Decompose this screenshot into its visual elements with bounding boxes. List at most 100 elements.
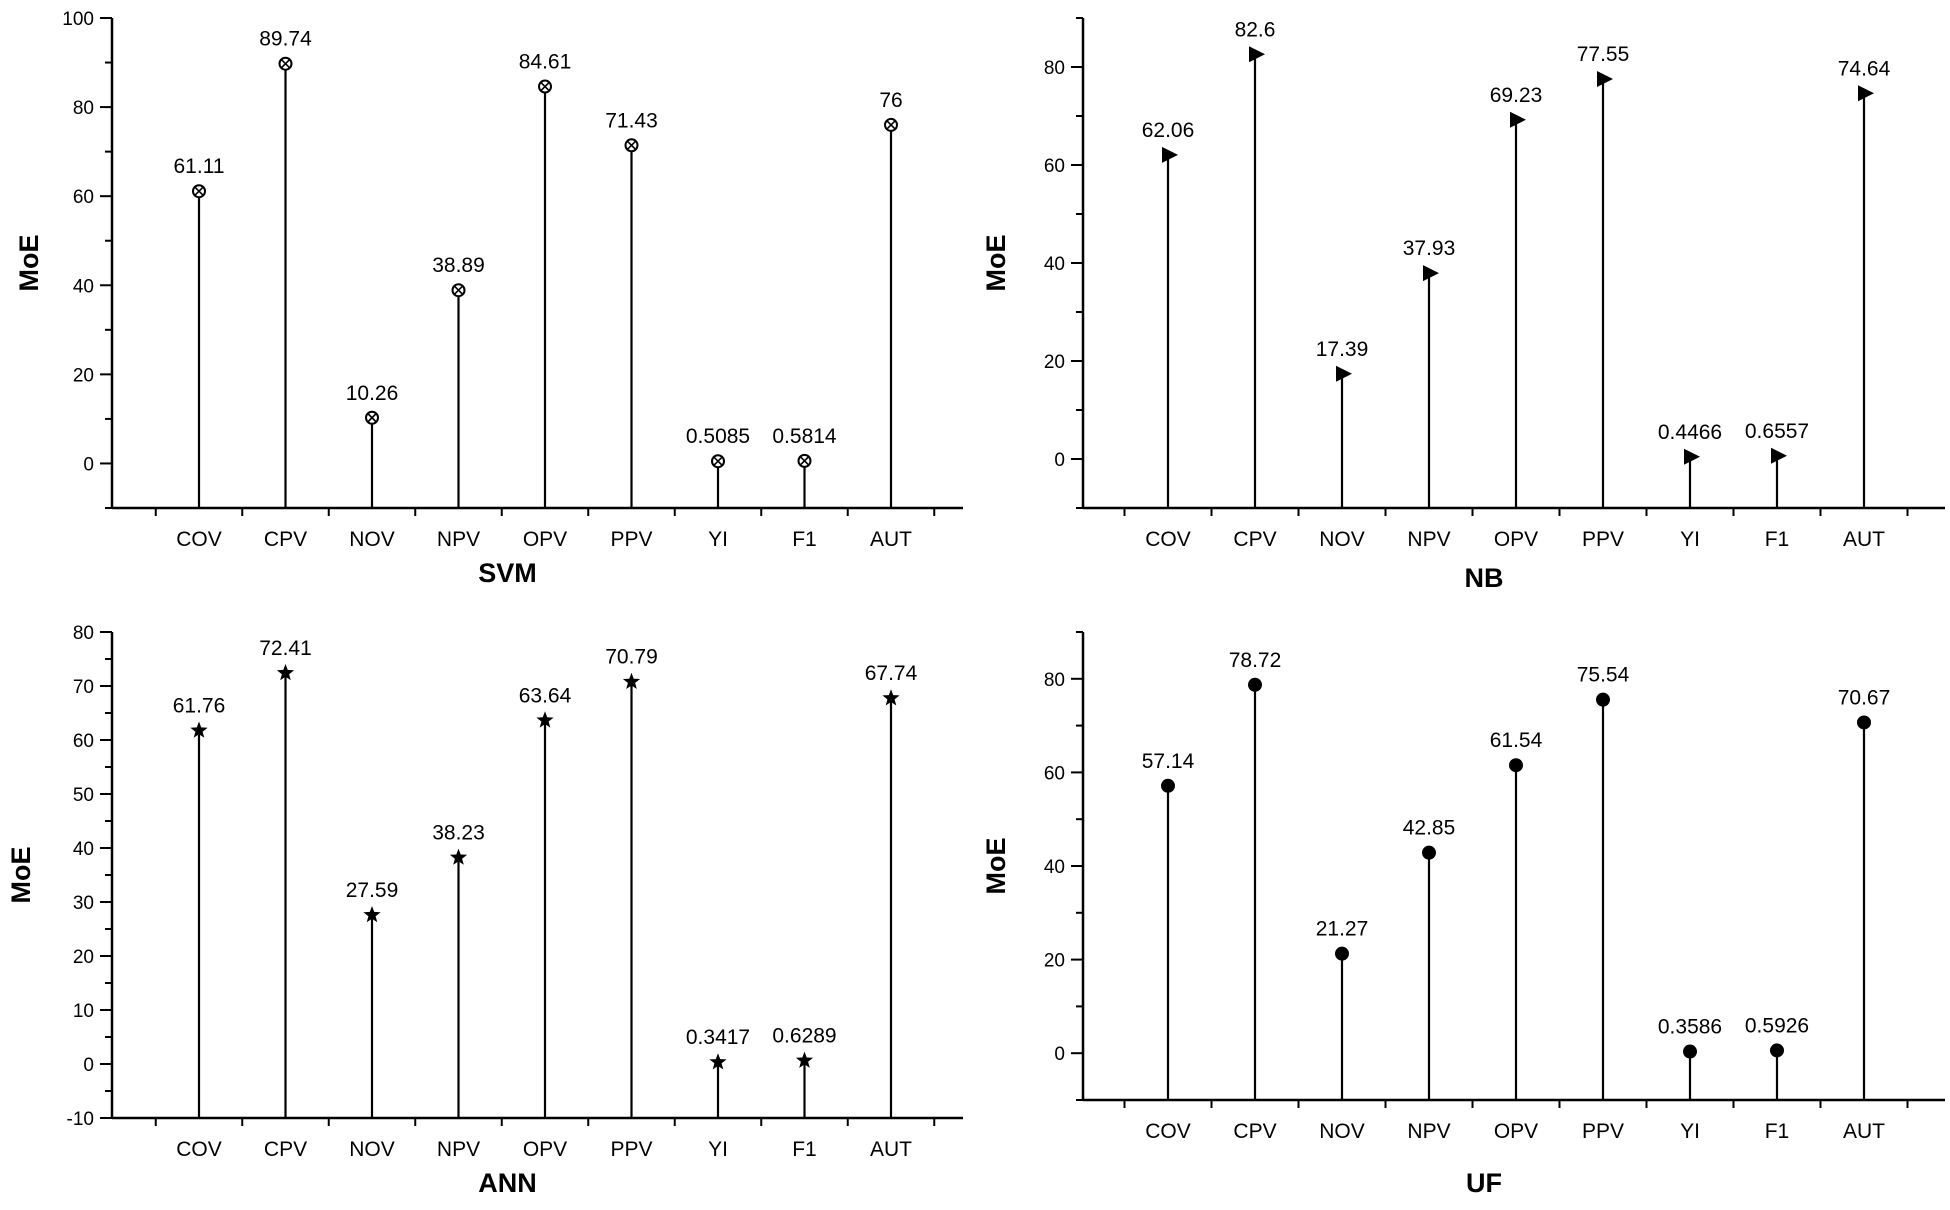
category-label-yi: YI (708, 1138, 728, 1161)
data-label-cov: 62.06 (1142, 119, 1195, 142)
marker-f1 (797, 453, 812, 468)
marker-cov (1161, 778, 1175, 793)
y-tick-label: 80 (73, 98, 94, 119)
marker-cov (1162, 146, 1178, 163)
data-label-ppv: 75.54 (1577, 664, 1630, 687)
y-tick-label: 0 (1054, 450, 1065, 471)
y-tick-label: 60 (1044, 763, 1065, 784)
data-label-yi: 0.4466 (1658, 421, 1722, 444)
marker-ppv (624, 138, 639, 153)
marker-npv (451, 283, 466, 298)
category-label-cov: COV (1145, 528, 1191, 551)
category-label-npv: NPV (437, 1138, 480, 1161)
category-label-opv: OPV (523, 1138, 567, 1161)
marker-npv (1422, 845, 1436, 860)
category-label-f1: F1 (1765, 528, 1790, 551)
y-axis-title: MoE (981, 838, 1011, 895)
marker-ppv (1597, 71, 1613, 88)
data-label-cpv: 89.74 (259, 28, 312, 51)
y-tick-label: 60 (73, 731, 94, 752)
marker-nov (1336, 365, 1352, 382)
marker-cov (192, 184, 206, 199)
category-label-yi: YI (708, 528, 728, 551)
marker-npv (449, 848, 468, 865)
data-label-yi: 0.3586 (1658, 1016, 1722, 1039)
category-label-opv: OPV (1494, 1120, 1538, 1143)
marker-f1 (1771, 447, 1787, 464)
data-label-aut: 70.67 (1838, 686, 1891, 709)
data-label-cpv: 78.72 (1229, 649, 1282, 672)
category-label-ppv: PPV (1582, 528, 1624, 551)
data-label-npv: 37.93 (1403, 237, 1456, 260)
category-label-cov: COV (176, 528, 222, 551)
data-label-opv: 63.64 (519, 684, 572, 707)
category-label-aut: AUT (1843, 1120, 1885, 1143)
category-label-nov: NOV (1319, 528, 1365, 551)
y-tick-label: 0 (1054, 1044, 1065, 1065)
data-label-f1: 0.6557 (1745, 420, 1809, 443)
data-label-cov: 61.76 (173, 694, 226, 717)
panel-title: SVM (478, 558, 537, 588)
category-label-npv: NPV (1407, 1120, 1450, 1143)
category-label-aut: AUT (870, 528, 912, 551)
data-label-nov: 21.27 (1316, 918, 1369, 941)
data-label-nov: 27.59 (346, 879, 399, 902)
marker-yi (711, 454, 725, 469)
y-tick-label: 10 (73, 1001, 94, 1022)
marker-cpv (276, 664, 295, 681)
chart-panel-uf: 0 20 40 60 80 57.14 COV 78.72 CPV 21.27 NOV 42.85 NP… (981, 631, 1945, 1198)
data-label-opv: 61.54 (1490, 729, 1543, 752)
y-axis-title: MoE (6, 847, 36, 904)
category-label-ppv: PPV (610, 528, 652, 551)
category-label-nov: NOV (1319, 1120, 1365, 1143)
category-label-f1: F1 (792, 1138, 817, 1161)
y-tick-label: 0 (83, 454, 94, 475)
category-label-cpv: CPV (1233, 1120, 1276, 1143)
category-label-aut: AUT (1843, 528, 1885, 551)
category-label-yi: YI (1680, 1120, 1700, 1143)
y-tick-label: 30 (73, 893, 94, 914)
data-label-ppv: 70.79 (605, 646, 658, 669)
data-label-f1: 0.5926 (1745, 1014, 1809, 1037)
category-label-nov: NOV (349, 1138, 395, 1161)
y-axis-title: MoE (981, 235, 1011, 292)
y-tick-label: 60 (1044, 156, 1065, 177)
marker-nov (363, 906, 381, 923)
marker-cpv (1249, 46, 1265, 63)
category-label-ppv: PPV (610, 1138, 652, 1161)
data-label-npv: 38.89 (432, 254, 485, 277)
category-label-npv: NPV (437, 528, 480, 551)
chart-panel-nb: 0 20 40 60 80 62.06 COV 82.6 CPV 17.39 NOV 37.93 NPV… (981, 17, 1945, 593)
data-label-aut: 74.64 (1838, 57, 1891, 80)
data-label-nov: 10.26 (346, 382, 399, 405)
y-tick-label: 100 (62, 9, 94, 30)
marker-aut (1858, 85, 1874, 102)
y-tick-label: -10 (67, 1109, 94, 1130)
data-label-npv: 38.23 (432, 822, 485, 845)
panel-title: NB (1465, 563, 1504, 593)
category-label-npv: NPV (1407, 528, 1450, 551)
category-label-f1: F1 (792, 528, 817, 551)
category-label-cov: COV (176, 1138, 222, 1161)
y-tick-label: 80 (1044, 58, 1065, 79)
marker-nov (365, 410, 379, 425)
data-label-npv: 42.85 (1403, 817, 1456, 840)
data-label-aut: 76 (879, 89, 902, 112)
data-label-ppv: 77.55 (1577, 43, 1630, 66)
data-label-cpv: 82.6 (1235, 18, 1276, 41)
y-tick-label: 20 (1044, 352, 1065, 373)
marker-yi (1683, 1044, 1697, 1059)
marker-f1 (1770, 1043, 1784, 1058)
category-label-yi: YI (1680, 528, 1700, 551)
category-label-cpv: CPV (264, 1138, 307, 1161)
y-tick-label: 60 (73, 187, 94, 208)
marker-opv (1509, 758, 1523, 773)
y-tick-label: 20 (73, 947, 94, 968)
marker-nov (1335, 946, 1349, 961)
data-label-f1: 0.6289 (772, 1025, 836, 1048)
marker-ppv (1596, 692, 1610, 707)
y-tick-label: 0 (83, 1055, 94, 1076)
marker-aut (882, 689, 900, 706)
data-label-nov: 17.39 (1316, 338, 1369, 361)
